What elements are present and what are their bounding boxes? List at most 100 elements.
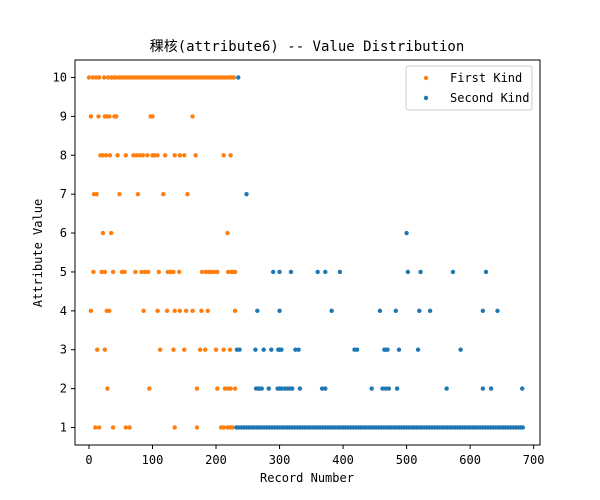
point-first-kind-87 [94, 191, 99, 197]
point-second-kind-59 [394, 386, 400, 391]
point-first-kind-67 [103, 153, 109, 158]
point-first-kind-74 [140, 153, 146, 158]
point-first-kind-129 [190, 308, 195, 314]
point-first-kind-63 [150, 114, 155, 119]
point-first-kind-154 [123, 425, 129, 430]
point-first-kind-94 [225, 230, 230, 236]
point-second-kind-25 [261, 347, 266, 352]
point-first-kind-139 [203, 347, 208, 352]
point-first-kind-141 [221, 347, 226, 352]
point-first-kind-131 [205, 308, 210, 314]
x-tick-label-200: 200 [205, 453, 227, 467]
point-second-kind-5 [288, 269, 294, 275]
point-second-kind-13 [255, 308, 260, 314]
point-first-kind-126 [172, 308, 177, 314]
x-tick-label-100: 100 [142, 453, 164, 467]
y-tick-label-7: 7 [60, 187, 67, 201]
point-first-kind-122 [107, 308, 112, 314]
point-first-kind-153 [110, 425, 116, 430]
plot-frame [74, 59, 541, 446]
point-first-kind-116 [225, 269, 231, 275]
point-second-kind-57 [383, 386, 388, 391]
point-first-kind-84 [221, 153, 226, 158]
x-tick-label-600: 600 [459, 453, 481, 467]
x-axis-ticks: 0 100 200 300 400 500 600 700 [85, 445, 544, 467]
point-first-kind-157 [194, 425, 200, 430]
point-first-kind-83 [193, 153, 198, 158]
legend-label-first-kind: First Kind [450, 71, 522, 85]
point-first-kind-56 [96, 114, 101, 119]
point-second-kind-63 [520, 386, 525, 391]
point-first-kind-113 [208, 269, 214, 275]
point-first-kind-85 [228, 153, 233, 158]
point-first-kind-101 [133, 269, 138, 275]
point-first-kind-81 [177, 153, 183, 158]
point-second-kind-9 [405, 269, 411, 275]
point-first-kind-68 [107, 153, 113, 158]
point-first-kind-91 [185, 191, 190, 197]
point-first-kind-0 [86, 75, 92, 80]
point-first-kind-136 [171, 347, 176, 352]
legend-marker-second-kind [423, 95, 429, 101]
y-tick-label-4: 4 [60, 304, 67, 318]
point-first-kind-78 [155, 153, 160, 158]
point-first-kind-79 [163, 153, 168, 158]
point-first-kind-105 [156, 269, 162, 275]
point-second-kind-177 [520, 425, 526, 430]
point-first-kind-120 [88, 308, 94, 314]
point-second-kind-0 [236, 75, 241, 80]
point-first-kind-88 [117, 191, 122, 197]
point-first-kind-124 [155, 308, 160, 314]
point-first-kind-151 [93, 425, 98, 430]
x-tick-label-500: 500 [396, 453, 418, 467]
y-tick-label-5: 5 [60, 265, 67, 279]
point-second-kind-60 [444, 386, 449, 391]
point-second-kind-26 [269, 347, 274, 352]
point-first-kind-77 [152, 153, 157, 158]
y-tick-label-1: 1 [60, 421, 67, 435]
point-second-kind-43 [259, 386, 264, 391]
point-first-kind-150 [232, 386, 238, 391]
point-first-kind-70 [123, 153, 129, 158]
point-first-kind-4 [102, 75, 107, 80]
point-second-kind-38 [415, 347, 421, 352]
point-first-kind-114 [211, 269, 217, 275]
x-axis-label: Record Number [260, 471, 354, 485]
point-second-kind-36 [385, 347, 390, 352]
point-second-kind-21 [495, 308, 500, 314]
y-tick-label-8: 8 [60, 148, 67, 162]
point-second-kind-16 [377, 308, 383, 314]
point-second-kind-39 [458, 347, 463, 352]
point-second-kind-11 [450, 269, 456, 275]
point-first-kind-123 [141, 308, 146, 314]
point-first-kind-155 [127, 425, 132, 430]
point-second-kind-51 [290, 386, 295, 391]
point-first-kind-69 [115, 153, 120, 158]
point-second-kind-6 [315, 269, 320, 275]
point-first-kind-2 [93, 75, 99, 80]
point-second-kind-18 [417, 308, 422, 314]
legend: First Kind Second Kind [405, 65, 533, 111]
point-first-kind-128 [183, 308, 189, 314]
y-tick-label-2: 2 [60, 382, 67, 396]
point-first-kind-125 [164, 308, 170, 314]
point-first-kind-132 [232, 308, 238, 314]
point-first-kind-89 [135, 191, 141, 197]
point-first-kind-137 [182, 347, 187, 352]
point-first-kind-3 [96, 75, 102, 80]
point-second-kind-55 [369, 386, 374, 391]
point-second-kind-14 [277, 308, 282, 314]
point-second-kind-29 [279, 347, 284, 352]
point-first-kind-55 [88, 114, 94, 119]
point-first-kind-143 [105, 386, 110, 391]
point-first-kind-149 [228, 386, 233, 391]
point-first-kind-59 [107, 114, 112, 119]
point-second-kind-3 [271, 269, 276, 275]
legend-marker-first-kind [423, 75, 429, 81]
point-first-kind-64 [190, 114, 195, 119]
point-first-kind-93 [109, 230, 114, 236]
y-tick-label-6: 6 [60, 226, 67, 240]
y-tick-label-9: 9 [60, 109, 67, 123]
point-first-kind-130 [199, 308, 204, 314]
